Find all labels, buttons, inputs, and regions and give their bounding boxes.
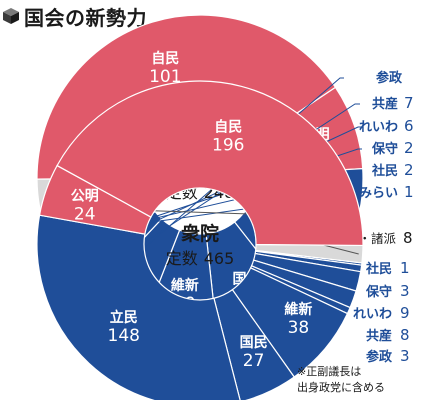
- upper-segment-7-leader: [81, 103, 360, 285]
- chart-title-bar: 国会の新勢力: [2, 3, 147, 30]
- footnote-line-2: 出身政党に含める: [297, 381, 385, 394]
- upper-segment-8-callout-value: 6: [404, 117, 414, 135]
- lower-segment-10-wedge: [56, 80, 364, 247]
- upper-segment-7-callout-value: 7: [404, 94, 414, 112]
- upper-segment-0-name: 自民: [151, 50, 179, 67]
- lower-capacity-value: 465: [204, 249, 235, 268]
- upper-segment-8-callout-name: れいわ: [359, 120, 398, 135]
- upper-segment-9-leader: [57, 148, 362, 250]
- lower-house-donut: 無所属・諸派8社民1保守3れいわ9共産8参政3維新38国民27立民148公明24…: [36, 80, 413, 400]
- upper-segment-11-leader: [51, 192, 362, 237]
- lower-segment-8-value: 148: [108, 326, 140, 346]
- lower-segment-6-value: 38: [288, 318, 310, 338]
- upper-segment-7-callout-name: 共産: [372, 96, 398, 112]
- lower-segment-9-value: 24: [74, 205, 96, 225]
- upper-segment-9-callout-name: 保守: [371, 141, 398, 157]
- lower-center-name: 衆院: [181, 222, 219, 245]
- lower-segment-10-name: 自民: [214, 119, 242, 136]
- lower-segment-2-callout-value: 3: [400, 282, 410, 300]
- upper-segment-11-callout-name: みらい: [359, 186, 398, 201]
- lower-center-capacity: 定数 465: [166, 249, 235, 268]
- lower-segment-4-callout-value: 8: [400, 326, 410, 344]
- lower-segment-7-wedge: [213, 288, 296, 400]
- upper-segment-6-leader: [90, 77, 344, 295]
- upper-segment-10-callout-name: 社民: [371, 163, 398, 179]
- cube-icon: [3, 8, 19, 24]
- lower-capacity-label: 定数: [166, 249, 198, 268]
- lower-segment-1-callout-value: 1: [400, 259, 410, 277]
- upper-segment-10-leader: [54, 170, 362, 243]
- lower-segment-5-callout-value: 3: [400, 347, 410, 365]
- upper-segment-4-name: 維新: [171, 277, 199, 294]
- lower-segment-2-callout-name: 保守: [365, 284, 392, 300]
- lower-segment-6-name: 維新: [284, 301, 312, 318]
- lower-segment-3-callout-value: 9: [400, 304, 410, 322]
- lower-segment-0-callout-value: 8: [403, 229, 413, 247]
- footnote-line-1: ※正副議長は: [297, 365, 362, 378]
- upper-segment-6-callout-name: 参政: [376, 70, 403, 86]
- upper-segment-10-callout-value: 2: [404, 161, 414, 179]
- lower-segment-8-name: 立民: [110, 309, 138, 326]
- lower-segment-4-callout-name: 共産: [366, 328, 392, 344]
- lower-segment-1-callout-name: 社民: [365, 261, 392, 277]
- lower-segment-7-value: 27: [243, 351, 265, 371]
- upper-segment-11-callout-value: 1: [404, 183, 414, 201]
- lower-segment-3-callout-name: れいわ: [353, 307, 392, 322]
- upper-segment-8-leader: [65, 126, 362, 264]
- upper-segment-9-callout-value: 2: [404, 139, 414, 157]
- upper-segment-0-value: 101: [149, 67, 181, 87]
- footnote: ※正副議長は 出身政党に含める: [297, 364, 415, 396]
- lower-segment-10-value: 196: [212, 136, 244, 156]
- lower-segment-9-name: 公明: [71, 189, 99, 205]
- lower-segment-5-callout-name: 参政: [366, 349, 393, 365]
- lower-segment-7-name: 国民: [240, 335, 268, 351]
- chart-title: 国会の新勢力: [24, 5, 147, 30]
- lower-segment-8-wedge: [36, 214, 241, 400]
